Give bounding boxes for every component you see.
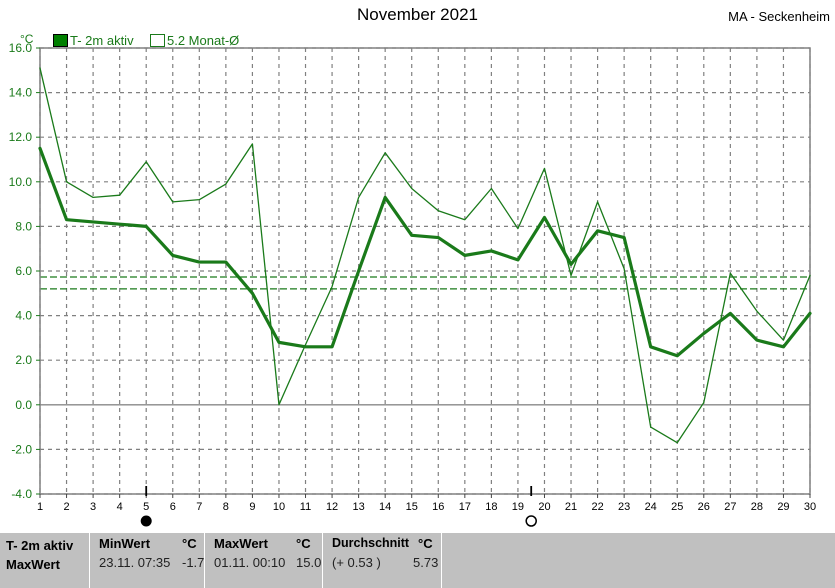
svg-text:18: 18 [485,501,497,513]
svg-text:7: 7 [196,501,202,513]
svg-text:17: 17 [459,501,471,513]
svg-text:25: 25 [671,501,683,513]
svg-text:23: 23 [618,501,630,513]
svg-text:8.0: 8.0 [15,219,32,233]
svg-text:14: 14 [379,501,391,513]
svg-text:9: 9 [249,501,255,513]
svg-text:20: 20 [538,501,550,513]
svg-text:12.0: 12.0 [9,130,33,144]
svg-text:30: 30 [804,501,816,513]
svg-text:22: 22 [591,501,603,513]
svg-text:14.0: 14.0 [9,86,33,100]
svg-text:16: 16 [432,501,444,513]
svg-text:24: 24 [645,501,657,513]
svg-text:1: 1 [37,501,43,513]
svg-text:-4.0: -4.0 [11,487,32,501]
svg-text:3: 3 [90,501,96,513]
svg-text:5: 5 [143,501,149,513]
svg-text:12: 12 [326,501,338,513]
svg-text:11: 11 [300,501,311,513]
svg-text:6: 6 [170,501,176,513]
svg-text:15: 15 [406,501,418,513]
svg-text:29: 29 [777,501,789,513]
svg-text:2.0: 2.0 [15,353,32,367]
svg-text:10.0: 10.0 [9,175,33,189]
svg-text:2: 2 [63,501,69,513]
svg-text:0.0: 0.0 [15,398,32,412]
svg-text:4.0: 4.0 [15,309,32,323]
svg-text:21: 21 [565,501,577,513]
svg-text:6.0: 6.0 [15,264,32,278]
svg-text:13: 13 [352,501,364,513]
svg-text:8: 8 [223,501,229,513]
svg-text:16.0: 16.0 [9,41,33,55]
svg-text:27: 27 [724,501,736,513]
svg-text:26: 26 [698,501,710,513]
svg-text:-2.0: -2.0 [11,442,32,456]
svg-text:28: 28 [751,501,763,513]
svg-text:10: 10 [273,501,285,513]
svg-text:4: 4 [117,501,123,513]
svg-text:19: 19 [512,501,524,513]
